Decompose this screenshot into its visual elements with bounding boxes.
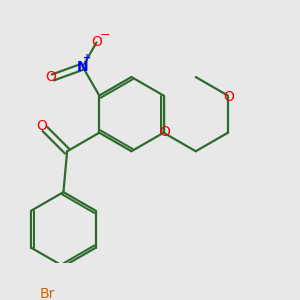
Text: O: O xyxy=(91,35,102,49)
Text: O: O xyxy=(224,90,234,104)
Text: Br: Br xyxy=(40,287,55,300)
Text: O: O xyxy=(159,124,170,139)
Text: O: O xyxy=(36,119,47,133)
Text: N: N xyxy=(77,60,88,74)
Text: +: + xyxy=(83,53,92,64)
Text: −: − xyxy=(99,29,110,42)
Text: O: O xyxy=(46,70,56,84)
